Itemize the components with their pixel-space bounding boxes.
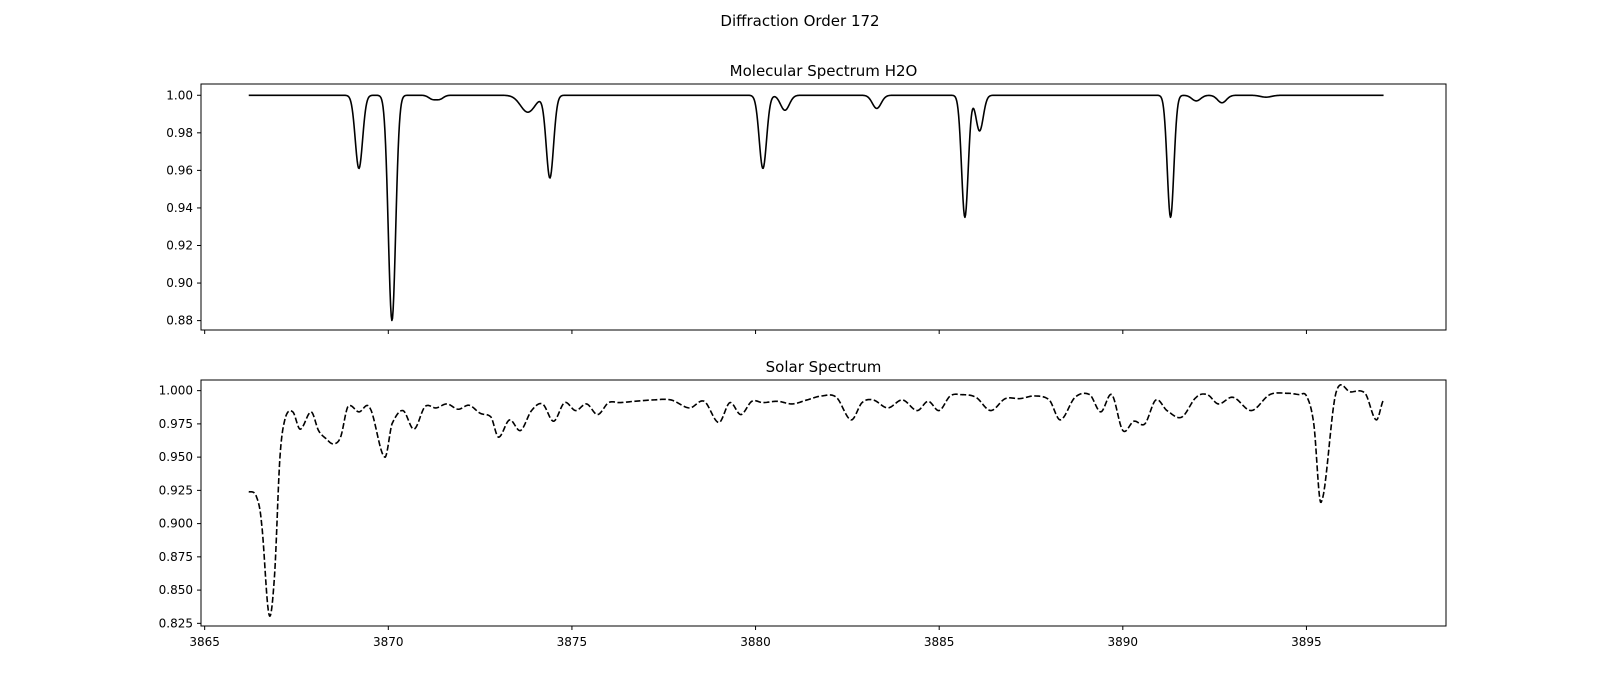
y-tick-label: 0.825 (159, 616, 193, 630)
panel-title: Molecular Spectrum H2O (730, 62, 918, 80)
y-tick-label: 0.850 (159, 583, 193, 597)
y-tick-label: 0.925 (159, 483, 193, 497)
axes-frame (200, 83, 1447, 331)
x-tick-label: 3885 (924, 635, 955, 649)
y-tick-label: 0.900 (159, 517, 193, 531)
axes-frame (200, 379, 1447, 627)
x-tick-label: 3895 (1291, 635, 1322, 649)
panel-molecular-spectrum: Molecular Spectrum H2O 0.88 0.90 0.92 0.94 0.… (166, 62, 1447, 334)
y-tick-label: 0.98 (166, 126, 193, 140)
y-tick-label: 0.94 (166, 201, 193, 215)
x-tick-label: 3865 (189, 635, 220, 649)
y-tick-label: 0.96 (166, 163, 193, 177)
y-tick-label: 0.875 (159, 550, 193, 564)
x-tick-label: 3890 (1108, 635, 1139, 649)
x-tick-label: 3880 (740, 635, 771, 649)
y-tick-label: 0.88 (166, 314, 193, 328)
y-tick-label: 1.00 (166, 88, 193, 102)
y-tick-label: 1.000 (159, 384, 193, 398)
panel-title: Solar Spectrum (766, 358, 882, 376)
y-tick-label: 0.90 (166, 276, 193, 290)
figure-title: Diffraction Order 172 (720, 12, 879, 30)
y-tick-label: 0.950 (159, 450, 193, 464)
series-line-0 (248, 383, 1385, 617)
series-line-0 (248, 94, 1384, 322)
panel-solar-spectrum: Solar Spectrum 0.825 0.850 0.875 0.900 0.925 0… (159, 358, 1447, 649)
y-tick-label: 0.92 (166, 238, 193, 252)
x-tick-label: 3875 (557, 635, 588, 649)
x-tick-label: 3870 (373, 635, 404, 649)
y-tick-label: 0.975 (159, 417, 193, 431)
